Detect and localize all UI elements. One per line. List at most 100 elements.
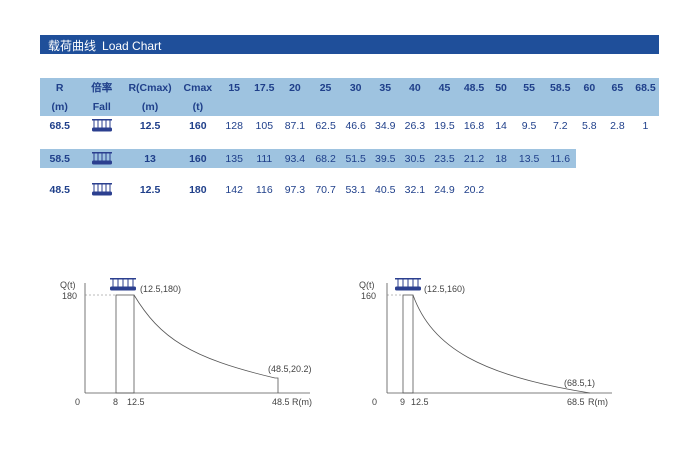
table-row: 68.5 12.5 160 128 105 87.1 62.5 46.6 34.… — [40, 116, 659, 135]
load-value: 23.5 — [429, 149, 460, 168]
header-cell: 倍率 — [79, 78, 125, 97]
load-curve-chart-1: Q(t) 180 (12.5,180) (48.5,20.2) 0 8 12.5… — [60, 278, 312, 407]
load-value: 46.6 — [345, 119, 366, 132]
pulley-icon — [110, 278, 136, 291]
load-value: 13.5 — [513, 149, 545, 168]
row-cmax: 160 — [176, 149, 220, 168]
title-cn: 载荷曲线 — [48, 39, 97, 53]
load-table: R 倍率 R(Cmax) Cmax 15 17.5 20 25 30 35 40… — [40, 78, 659, 199]
load-value: 53.1 — [345, 183, 366, 196]
load-value: 1 — [642, 119, 649, 132]
header-cell: 55 — [513, 78, 545, 97]
row-r-cmax: 12.5 — [139, 183, 161, 196]
header-cell: (t) — [176, 97, 220, 116]
load-value: 39.5 — [370, 149, 401, 168]
load-value: 26.3 — [404, 119, 426, 132]
fall-cell — [79, 149, 125, 168]
load-value: 19.5 — [434, 119, 455, 132]
x-tick-label: 9 — [400, 397, 405, 407]
load-value: 21.2 — [459, 149, 489, 168]
header-cell: 45 — [429, 78, 460, 97]
end-point-label: (68.5,1) — [564, 378, 595, 388]
pulley-icon — [91, 183, 112, 196]
table-row: 48.5 12.5 180 142 116 97.3 70.7 53.1 40.… — [40, 180, 659, 199]
x-axis-unit: R(m) — [292, 397, 312, 407]
pulley-icon — [395, 278, 421, 291]
page-title: 载荷曲线 Load Chart — [48, 37, 161, 54]
y-max-label: 180 — [62, 291, 77, 301]
load-value: 18 — [488, 149, 514, 168]
y-axis-label: Q(t) — [60, 280, 76, 290]
load-value: 142 — [225, 183, 243, 196]
load-value: 24.9 — [434, 183, 455, 196]
x-tick-label: 0 — [372, 397, 377, 407]
header-cell: R(Cmax) — [124, 78, 177, 97]
table-row: 58.5 13 160 135 111 93.4 68.2 51.5 39.5 … — [40, 149, 659, 168]
load-value: 9.5 — [521, 119, 537, 132]
header-cell: Fall — [79, 97, 125, 116]
x-axis-unit: R(m) — [588, 397, 608, 407]
end-point-label: (48.5,20.2) — [268, 364, 312, 374]
peak-segment — [115, 294, 135, 394]
load-value: 70.7 — [315, 183, 336, 196]
title-en: Load Chart — [102, 39, 162, 53]
header-cell: 40 — [400, 78, 430, 97]
pulley-icon — [91, 152, 112, 165]
row-cmax: 160 — [189, 119, 207, 132]
load-value: 51.5 — [341, 149, 371, 168]
header-cell: (m) — [40, 97, 80, 116]
x-tick-label: 12.5 — [127, 397, 145, 407]
header-cell: 25 — [309, 78, 342, 97]
load-value: 16.8 — [463, 119, 485, 132]
fall-cell — [79, 180, 124, 199]
pulley-icon — [91, 119, 112, 132]
row-r: 48.5 — [49, 183, 70, 196]
load-value: 5.8 — [582, 119, 597, 132]
load-value: 87.1 — [284, 119, 306, 132]
peak-point-label: (12.5,160) — [424, 284, 465, 294]
x-tick-label: 12.5 — [411, 397, 429, 407]
header-cell: Cmax — [176, 78, 220, 97]
peak-point-label: (12.5,180) — [140, 284, 181, 294]
x-tick-label: 48.5 — [272, 397, 290, 407]
header-cell: 50 — [488, 78, 514, 97]
row-r: 58.5 — [40, 149, 80, 168]
row-r: 68.5 — [49, 119, 70, 132]
header-cell: 30 — [341, 78, 371, 97]
header-cell: (m) — [124, 97, 177, 116]
load-value: 34.9 — [375, 119, 396, 132]
header-cell: 65 — [602, 78, 632, 97]
header-cell: 60 — [575, 78, 603, 97]
peak-segment — [402, 294, 414, 394]
header-row-1: R 倍率 R(Cmax) Cmax 15 17.5 20 25 30 35 40… — [40, 78, 659, 97]
row-cmax: 180 — [189, 183, 207, 196]
row-r-cmax: 12.5 — [139, 119, 161, 132]
load-curve — [412, 294, 591, 394]
fall-cell — [79, 116, 124, 135]
load-value: 97.3 — [284, 183, 306, 196]
load-value: 128 — [225, 119, 243, 132]
load-value: 111 — [248, 149, 280, 168]
load-curve-chart-2: Q(t) 160 (12.5,160) (68.5,1) 0 9 12.5 68… — [359, 278, 612, 407]
row-r-cmax: 13 — [124, 149, 177, 168]
load-value: 20.2 — [463, 183, 485, 196]
x-tick-label: 8 — [113, 397, 118, 407]
header-cell: 15 — [219, 78, 249, 97]
load-value: 32.1 — [404, 183, 426, 196]
load-value: 62.5 — [315, 119, 336, 132]
header-cell: 58.5 — [544, 78, 576, 97]
load-value: 105 — [255, 119, 274, 132]
load-value: 135 — [219, 149, 249, 168]
load-value: 116 — [255, 183, 273, 196]
load-curve — [133, 294, 279, 393]
load-value: 93.4 — [279, 149, 310, 168]
load-value: 30.5 — [400, 149, 430, 168]
header-row-2: (m) Fall (m) (t) — [40, 97, 659, 116]
header-cell: R — [40, 78, 80, 97]
x-tick-label: 68.5 — [567, 397, 585, 407]
header-cell: 17.5 — [248, 78, 280, 97]
load-value: 40.5 — [375, 183, 396, 196]
load-value: 14 — [495, 119, 507, 132]
header-cell: 48.5 — [459, 78, 489, 97]
header-cell: 35 — [370, 78, 401, 97]
